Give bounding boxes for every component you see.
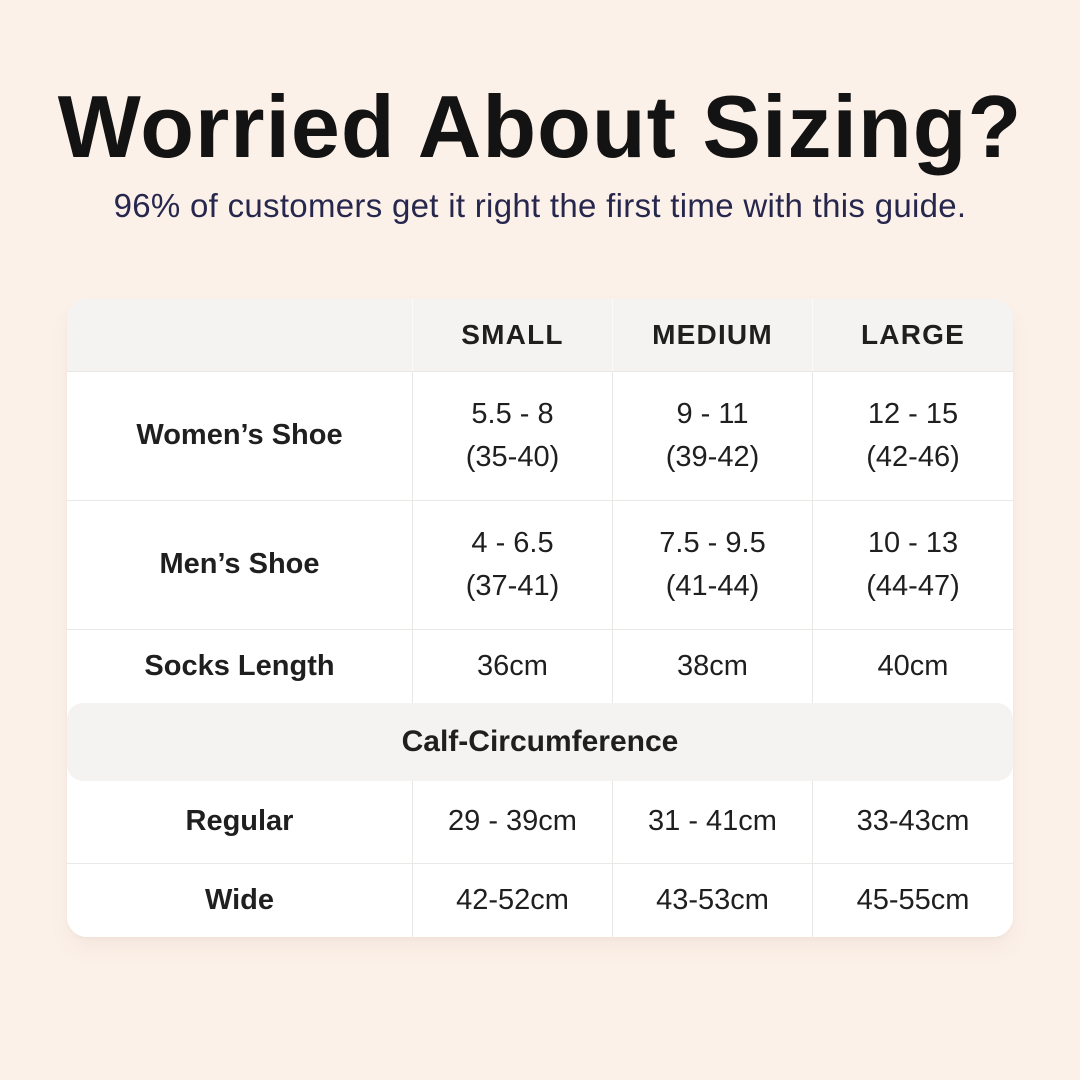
cell-value: 5.5 - 8 — [471, 397, 554, 430]
corner-cell — [67, 299, 412, 372]
cell-value: 4 - 6.5 — [471, 526, 554, 559]
calf-circumference-section-header: Calf-Circumference — [67, 703, 1013, 782]
row-label-regular: Regular — [67, 781, 412, 864]
size-chart-main-grid: SMALL MEDIUM LARGE Women’s Shoe 5.5 - 8 … — [67, 299, 1013, 704]
calf-circumference-grid: Regular 29 - 39cm 31 - 41cm 33-43cm Wide… — [67, 781, 1013, 938]
page-subtitle: 96% of customers get it right the first … — [113, 187, 967, 225]
cell-subvalue: (44-47) — [866, 570, 960, 603]
row-label-wide: Wide — [67, 863, 412, 938]
row-label-womens-shoe: Women’s Shoe — [67, 371, 412, 501]
table-cell-mens-large: 10 - 13 (44-47) — [812, 500, 1013, 630]
table-cell-womens-large: 12 - 15 (42-46) — [812, 371, 1013, 501]
column-header-large: LARGE — [812, 299, 1013, 372]
table-cell-regular-medium: 31 - 41cm — [612, 781, 812, 864]
table-cell-womens-small: 5.5 - 8 (35-40) — [412, 371, 612, 501]
table-cell-regular-small: 29 - 39cm — [412, 781, 612, 864]
page-title: Worried About Sizing? — [57, 77, 1023, 176]
table-cell-socks-large: 40cm — [812, 629, 1013, 704]
size-chart-card: SMALL MEDIUM LARGE Women’s Shoe 5.5 - 8 … — [67, 299, 1013, 938]
table-cell-wide-medium: 43-53cm — [612, 863, 812, 938]
cell-subvalue: (42-46) — [866, 441, 960, 474]
cell-subvalue: (37-41) — [465, 570, 560, 603]
cell-subvalue: (39-42) — [665, 441, 760, 474]
column-header-small: SMALL — [412, 299, 612, 372]
table-cell-wide-large: 45-55cm — [812, 863, 1013, 938]
row-label-mens-shoe: Men’s Shoe — [67, 500, 412, 630]
table-cell-mens-small: 4 - 6.5 (37-41) — [412, 500, 612, 630]
table-cell-womens-medium: 9 - 11 (39-42) — [612, 371, 812, 501]
cell-value: 10 - 13 — [867, 526, 959, 559]
cell-value: 12 - 15 — [867, 397, 959, 430]
cell-value: 9 - 11 — [676, 397, 749, 430]
cell-subvalue: (35-40) — [465, 441, 560, 474]
cell-subvalue: (41-44) — [665, 570, 760, 603]
cell-value: 7.5 - 9.5 — [659, 526, 766, 559]
table-cell-wide-small: 42-52cm — [412, 863, 612, 938]
table-cell-mens-medium: 7.5 - 9.5 (41-44) — [612, 500, 812, 630]
table-cell-socks-medium: 38cm — [612, 629, 812, 704]
column-header-medium: MEDIUM — [612, 299, 812, 372]
table-cell-socks-small: 36cm — [412, 629, 612, 704]
row-label-socks-length: Socks Length — [67, 629, 412, 704]
table-cell-regular-large: 33-43cm — [812, 781, 1013, 864]
